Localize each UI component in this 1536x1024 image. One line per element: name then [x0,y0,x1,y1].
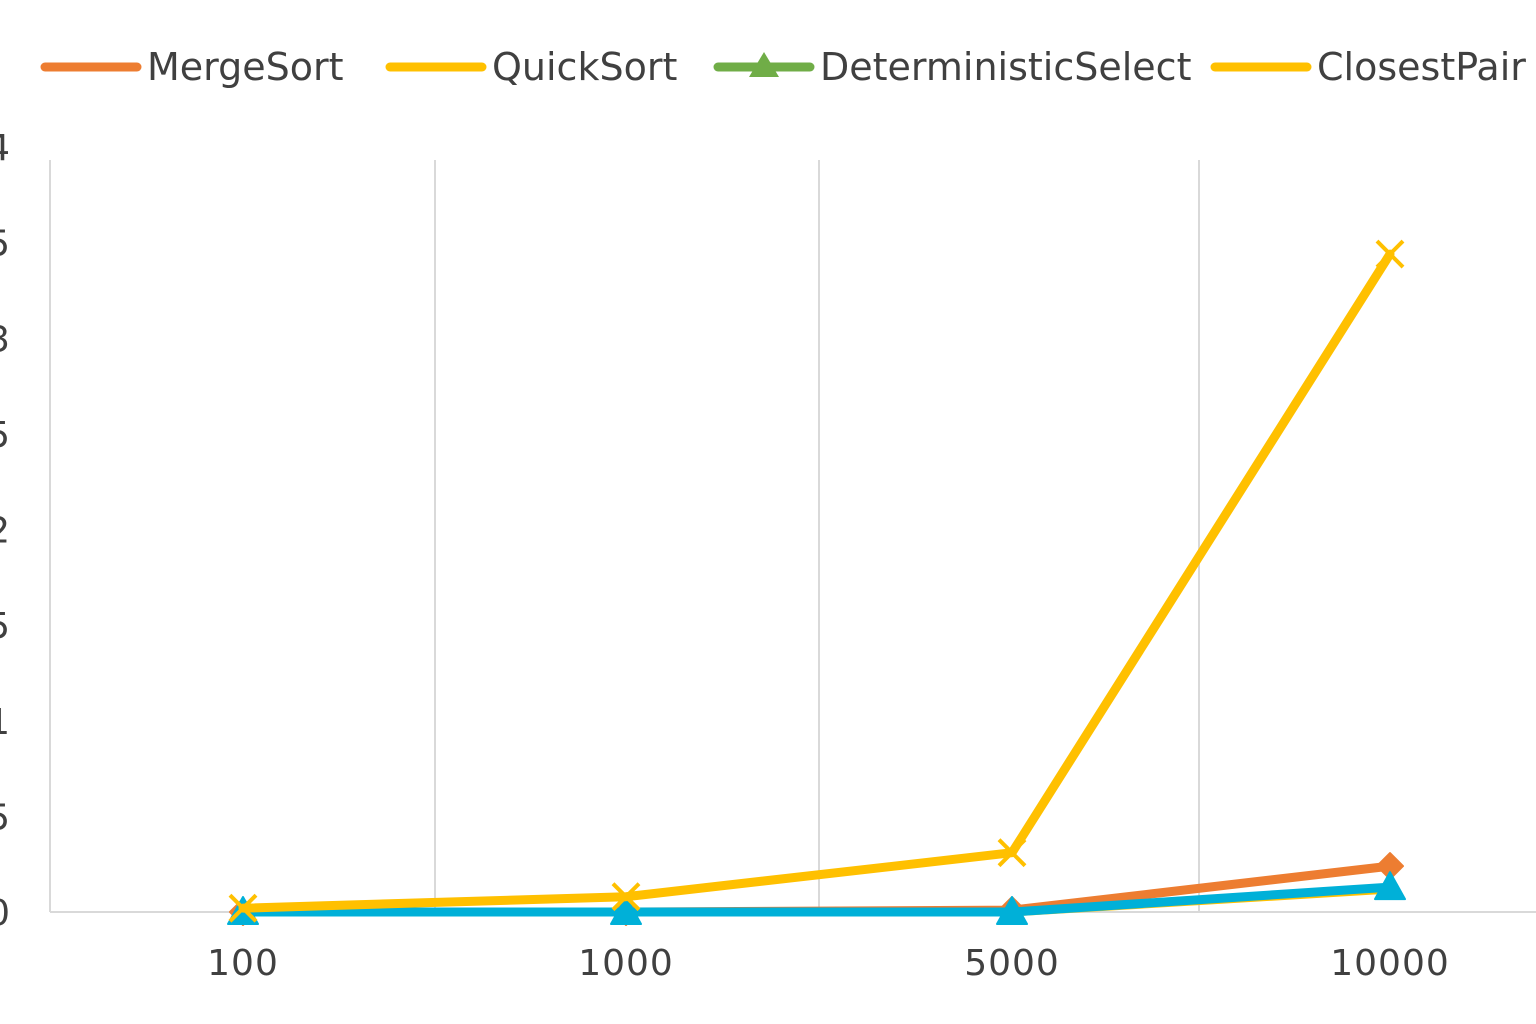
x-axis-ticks: 100 1000 5000 10000 [207,943,1450,984]
triangle-marker [610,896,642,925]
x-marker [611,882,641,912]
y-tick-label: 0.5 [0,797,10,838]
series-line [238,249,1395,913]
series-ClosestPair [228,239,1405,923]
y-tick-label: 0 [0,893,10,934]
triangle-marker [749,52,779,77]
y-axis-ticks: 0 0.5 1 1.5 2 2.5 3 3.5 4 [0,128,10,934]
legend-label: QuickSort [492,45,677,89]
legend-label: ClosestPair [1317,45,1526,89]
y-tick-label: 3 [0,319,10,360]
series-line [238,882,1395,917]
x-tick-label: 100 [207,943,279,984]
x-tick-label: 5000 [964,943,1060,984]
x-marker [997,838,1027,868]
legend-item: DeterministicSelect [713,45,1191,89]
triangle-marker [996,896,1028,925]
legend-item: MergeSort [40,45,344,89]
series-DeterministicSelect [227,871,1406,925]
x-tick-label: 1000 [578,943,674,984]
y-tick-label: 3.5 [0,224,10,265]
legend-label: MergeSort [147,45,344,89]
y-tick-label: 4 [0,128,10,169]
legend-item: ClosestPair [1210,45,1526,89]
x-marker [228,893,258,923]
legend-item: QuickSort [385,45,677,89]
triangle-marker [1374,871,1406,901]
y-tick-label: 1.5 [0,606,10,647]
x-marker [1375,239,1405,269]
legend-label: DeterministicSelect [820,45,1191,89]
y-tick-label: 2 [0,511,10,552]
y-tick-label: 1 [0,702,10,743]
gridlines [49,160,1536,913]
x-tick-label: 10000 [1330,943,1450,984]
y-tick-label: 2.5 [0,415,10,456]
series-lines [227,239,1406,926]
legend: MergeSort QuickSort DeterministicSelect Clo… [40,45,1526,89]
